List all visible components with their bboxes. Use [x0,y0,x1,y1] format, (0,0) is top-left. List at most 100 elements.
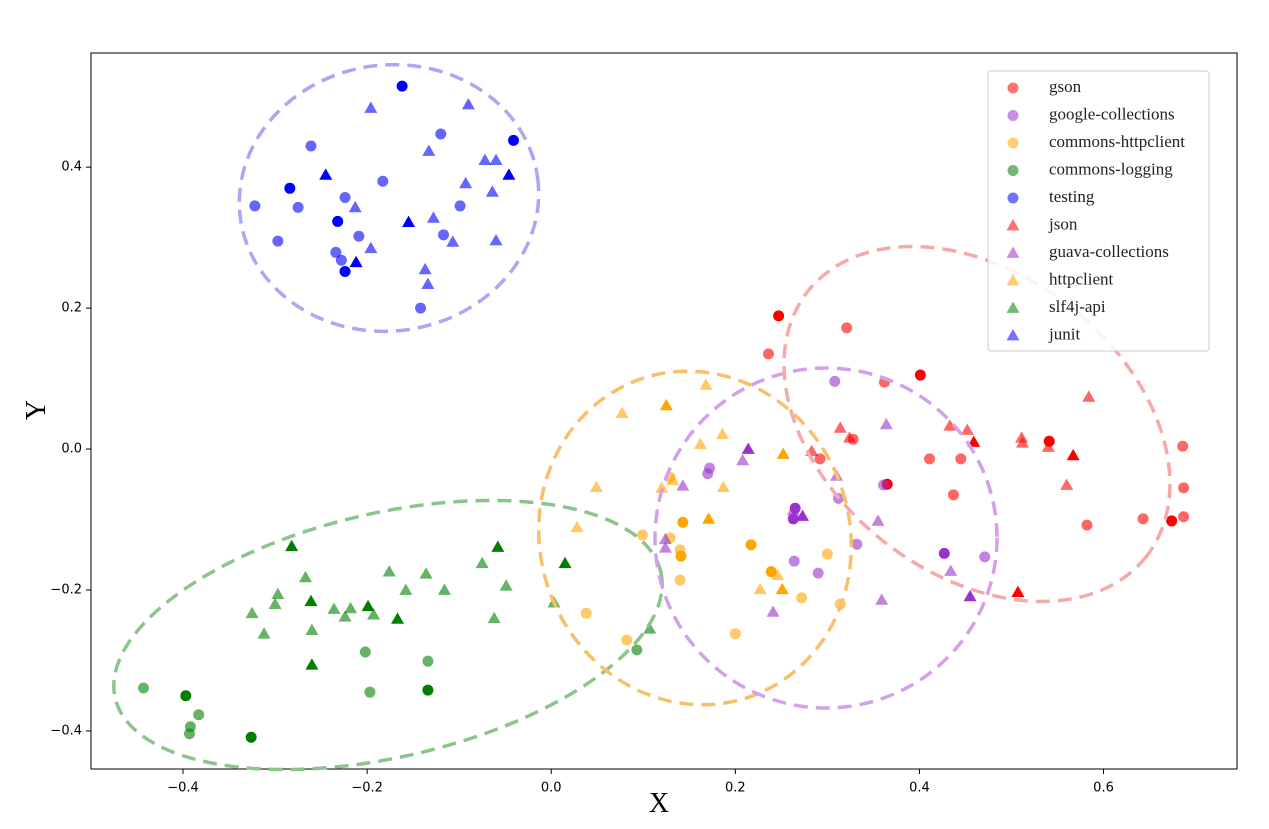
data-point [257,627,271,639]
data-point [833,421,847,433]
data-point [422,144,436,156]
data-point [1081,519,1093,531]
data-point [702,468,714,480]
legend-marker [1006,329,1020,341]
y-tick-label: −0.2 [50,583,82,598]
data-point [271,587,285,600]
data-point [499,579,513,591]
cluster-ellipse [536,369,854,707]
data-point [491,540,505,552]
data-point [367,608,381,620]
data-point [814,453,826,465]
data-point [180,690,192,702]
data-point [589,480,603,492]
data-point [487,611,501,624]
data-point [745,539,757,551]
legend-marker [1007,110,1019,121]
legend-marker [1006,274,1020,286]
data-point [292,201,304,213]
data-point [446,235,460,247]
data-point [716,480,730,492]
data-point [878,479,890,491]
data-point [268,597,282,609]
data-point [796,509,810,521]
data-point [304,594,318,607]
y-axis-label: Y [21,400,52,420]
data-point [771,568,785,581]
legend-label: gson [1049,77,1082,96]
data-point [924,453,936,465]
data-point [621,634,633,646]
x-tick-label: 0.0 [541,781,562,796]
data-point [938,547,950,559]
legend-marker [1006,246,1020,258]
data-point [1041,440,1055,452]
data-point [580,607,592,619]
data-point [699,378,713,390]
legend-marker [1007,137,1019,149]
data-point [353,230,365,242]
data-point [399,583,413,595]
data-point [842,431,856,443]
legend-marker [1007,165,1019,176]
data-point [489,233,503,246]
data-point [485,185,499,197]
data-point [658,541,672,553]
y-tick-label: −0.4 [50,723,82,738]
data-point [659,398,673,411]
legend-label: slf4j-api [1049,297,1106,316]
data-point [675,550,687,562]
x-tick-label: 0.4 [909,781,930,796]
data-point [655,481,669,493]
data-point [418,262,432,275]
data-point [1178,482,1190,494]
data-point [377,175,389,187]
data-point [272,235,284,247]
data-point [421,277,435,290]
data-point [284,182,296,194]
data-point [963,589,977,602]
data-point [1137,513,1149,525]
legend-marker [1006,301,1020,313]
data-point [762,348,774,360]
data-point [676,479,690,491]
data-point [979,551,991,563]
legend-label: testing [1049,187,1095,206]
data-point [349,255,363,268]
data-point [766,605,780,617]
data-point [305,658,319,670]
legend-label: commons-logging [1049,159,1173,178]
data-point [461,97,475,110]
legend-label: guava-collections [1049,242,1169,261]
data-point [137,682,149,694]
data-point [788,555,800,567]
data-point [249,200,261,212]
data-point [475,556,489,569]
data-point [879,417,893,430]
data-point [570,520,584,533]
data-point [765,566,777,578]
cluster-ellipse [112,498,664,772]
data-point [344,601,358,614]
data-point [829,375,841,387]
data-point [415,302,427,314]
data-point [364,686,376,698]
data-point [419,567,433,579]
data-point [753,582,767,595]
data-point [643,622,657,634]
x-tick-label: −0.2 [351,781,383,796]
data-point [459,176,473,189]
data-point [330,246,342,258]
data-point [305,140,317,152]
data-point [245,731,257,743]
data-point [1177,440,1189,452]
legend-marker [1007,192,1019,204]
data-point [245,606,259,619]
y-tick-label: 0.4 [61,160,82,175]
data-point [502,168,516,180]
data-point [947,489,959,501]
y-tick-label: 0.2 [61,301,82,316]
data-point [702,512,716,524]
